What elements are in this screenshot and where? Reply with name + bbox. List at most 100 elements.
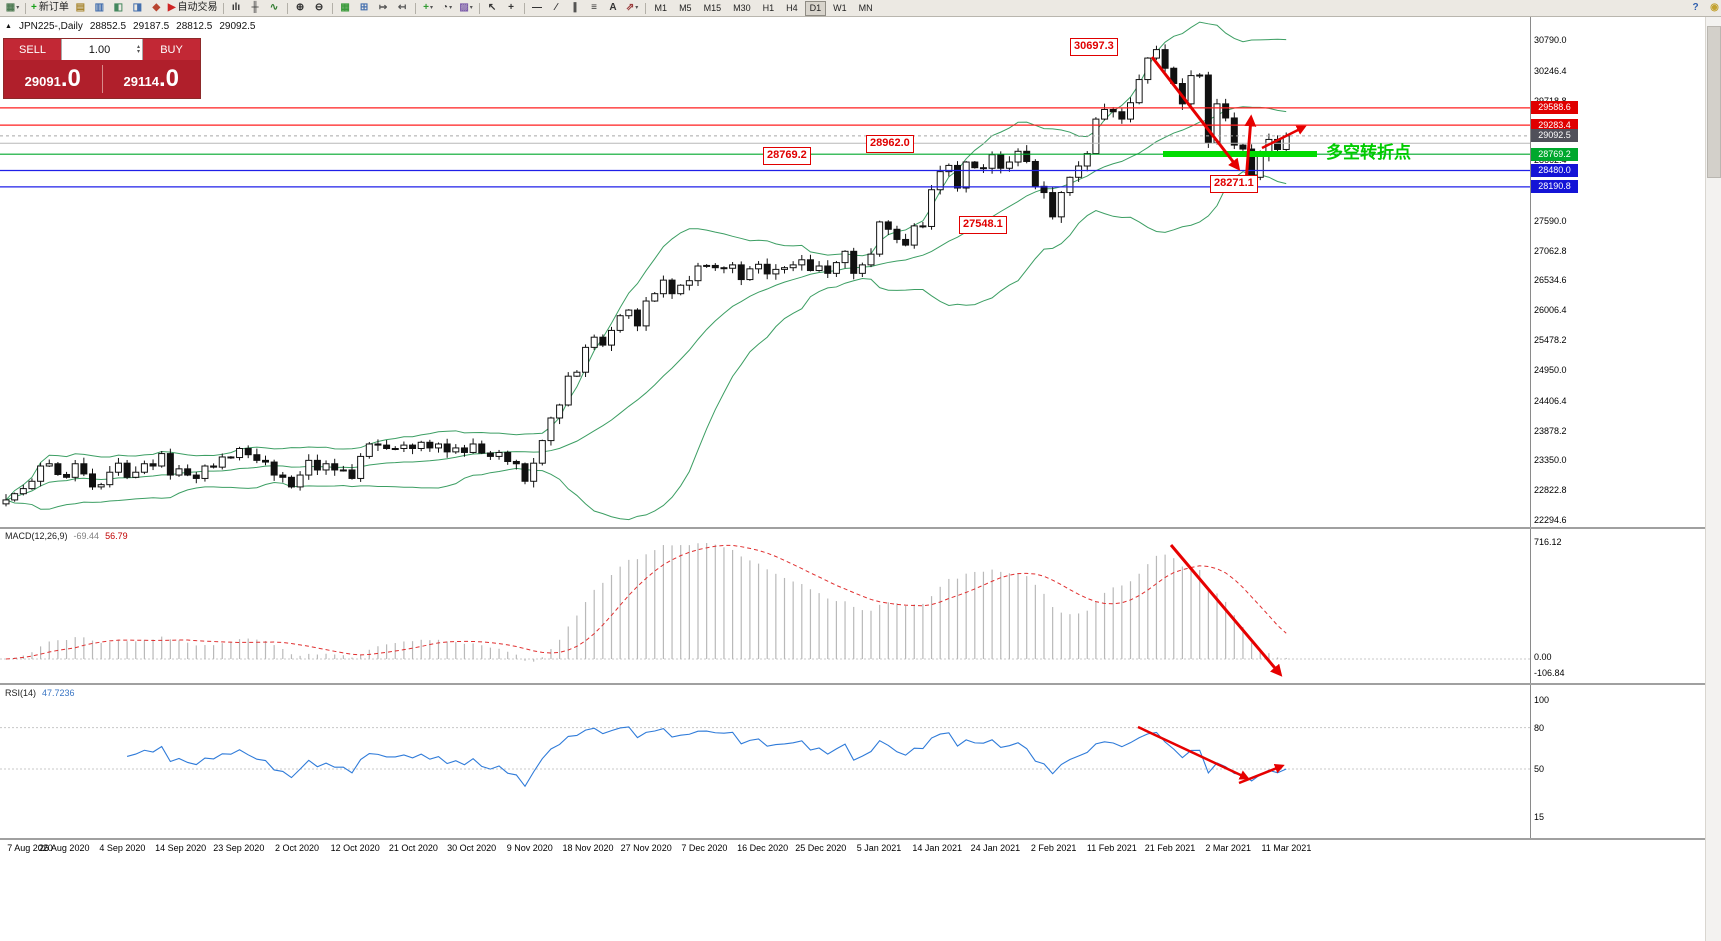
sell-button[interactable]: SELL (4, 39, 61, 60)
profiles-icon[interactable]: ▤ (71, 1, 90, 15)
cursor-icon[interactable]: ↖ (483, 1, 502, 15)
auto-trading-button[interactable]: ▶ 自动交易 (166, 1, 220, 15)
date-label: 7 Dec 2020 (681, 843, 728, 853)
price-callout-30697.3[interactable]: 30697.3 (1070, 38, 1118, 56)
navigator-icon[interactable]: ◧ (109, 1, 128, 15)
help-icon[interactable]: ? (1686, 1, 1705, 15)
horizontal-line-icon-glyph: — (532, 2, 543, 13)
rsi-trend-arrow-2[interactable] (1238, 763, 1285, 785)
timeframe-button-m1[interactable]: M1 (654, 2, 668, 13)
vertical-scrollbar[interactable] (1705, 16, 1721, 941)
trend-arrow-3[interactable] (1261, 125, 1307, 150)
price-axis-tick: 22822.8 (1534, 485, 1567, 496)
crosshair-icon[interactable]: + (502, 1, 521, 15)
volume-spinner[interactable]: ▴ ▾ (136, 44, 142, 55)
terminal-icon[interactable]: ◨ (128, 1, 147, 15)
new-chart-icon[interactable]: ▦ ▾ (3, 1, 22, 15)
chart-shift-icon[interactable]: ↤ (393, 1, 412, 15)
rsi-panel[interactable] (0, 726, 1530, 788)
timeframe-button-h1[interactable]: H1 (762, 2, 775, 13)
price-axis-tick: 29718.8 (1534, 96, 1567, 106)
rsi-value: 47.7236 (42, 688, 75, 698)
grid-icon[interactable]: ▦ (336, 1, 355, 15)
splitter-macd-rsi[interactable] (0, 683, 1721, 685)
macd-panel[interactable] (0, 543, 1530, 662)
toolbar-separator (523, 2, 525, 14)
tile-windows-icon[interactable]: ⊞ (355, 1, 374, 15)
spinner-down-icon[interactable]: ▾ (136, 48, 140, 55)
sell-price[interactable]: 29091 .0 (4, 65, 102, 93)
fibonacci-icon[interactable]: ≡ (585, 1, 604, 15)
macd-value-main: -69.44 (73, 531, 100, 541)
zoom-in-icon-glyph: ⊕ (295, 2, 305, 13)
timeframe-button-m5[interactable]: M5 (679, 2, 692, 13)
trend-arrow-2[interactable] (1244, 114, 1257, 183)
timeframe-button-mn[interactable]: MN (858, 2, 873, 13)
support-highlight-segment[interactable] (1163, 151, 1317, 157)
timeframe-button-w1[interactable]: W1 (833, 2, 847, 13)
splitter-main-macd[interactable] (0, 527, 1721, 529)
date-label: 16 Dec 2020 (737, 843, 789, 853)
price-badge-28480.0: 28480.0 (1531, 164, 1578, 178)
candlestick-series[interactable] (2, 44, 1290, 507)
buy-price-main: 29114 (123, 74, 159, 89)
line-chart-icon[interactable]: ∿ (265, 1, 284, 15)
crosshair-icon-glyph: + (508, 2, 514, 13)
price-badge-29283.4: 29283.4 (1531, 118, 1578, 132)
rsi-axis-value: 15 (1534, 812, 1545, 823)
buy-price[interactable]: 29114 .0 (103, 65, 201, 93)
date-label: 26 Aug 2020 (38, 843, 90, 853)
price-callout-28962.0[interactable]: 28962.0 (866, 135, 914, 153)
volume-value: 1.00 (88, 43, 111, 56)
scrollbar-thumb[interactable] (1707, 26, 1721, 178)
price-callout-28271.1[interactable]: 28271.1 (1210, 175, 1258, 193)
macd-value-signal: 56.79 (105, 531, 128, 541)
toolbar-separator (644, 2, 646, 14)
profiles-icon-glyph: ▤ (75, 2, 86, 13)
timeframe-button-h4[interactable]: H4 (786, 2, 798, 13)
timeframe-button-d1[interactable]: D1 (804, 0, 827, 16)
turning-point-annotation[interactable]: 多空转折点 (1326, 143, 1411, 162)
macd-trend-arrow[interactable] (1169, 544, 1283, 677)
community-icon[interactable]: ◉ (1705, 1, 1721, 15)
periods-icon[interactable]: ◔ ▾ (438, 1, 457, 15)
price-axis-tick: 30246.4 (1534, 65, 1567, 76)
text-label-icon[interactable]: A (604, 1, 623, 15)
rsi-name: RSI(14) (5, 688, 37, 698)
arrows-icon[interactable]: ⇗ ▾ (623, 1, 642, 15)
price-callout-27548.1[interactable]: 27548.1 (959, 216, 1007, 234)
zoom-out-icon[interactable]: ⊖ (310, 1, 329, 15)
price-axis-tick: 22294.6 (1534, 514, 1567, 525)
timeframe-button-m15[interactable]: M15 (703, 2, 722, 13)
timeframe-button-m30[interactable]: M30 (733, 2, 751, 13)
date-label: 12 Oct 2020 (330, 843, 380, 853)
trendline-icon-glyph: ∕ (555, 2, 557, 13)
date-label: 11 Feb 2021 (1086, 843, 1137, 853)
new-order-button[interactable]: + 新订单 (29, 1, 71, 15)
auto-scroll-icon[interactable]: ↦ (374, 1, 393, 15)
templates-icon[interactable]: ▨ ▾ (457, 1, 476, 15)
buy-button[interactable]: BUY (143, 39, 200, 60)
trend-arrow-1[interactable] (1150, 56, 1241, 171)
splitter-rsi-dates[interactable] (0, 838, 1721, 840)
indicators-icon[interactable]: + ▾ (419, 1, 438, 15)
price-badge-29092.5: 29092.5 (1531, 129, 1578, 143)
bar-chart-icon[interactable]: ılı (227, 1, 246, 15)
market-watch-icon[interactable]: ▥ (90, 1, 109, 15)
candlestick-chart-icon[interactable]: ╫ (246, 1, 265, 15)
price-callout-28769.2[interactable]: 28769.2 (763, 147, 811, 165)
rsi-trend-arrow-1[interactable] (1137, 725, 1250, 780)
trendline-icon[interactable]: ∕ (547, 1, 566, 15)
fibonacci-icon-glyph: ≡ (591, 2, 597, 13)
terminal-icon-glyph: ◨ (132, 2, 143, 13)
horizontal-line-icon[interactable]: — (528, 1, 547, 15)
strategy-tester-icon[interactable]: ◆ (147, 1, 166, 15)
toolbar-separator (286, 2, 288, 14)
volume-input[interactable]: 1.00 ▴ ▾ (61, 39, 143, 60)
zoom-in-icon[interactable]: ⊕ (291, 1, 310, 15)
rsi-axis-value: 100 (1534, 695, 1550, 705)
main-chart-panel[interactable] (0, 21, 1530, 521)
channel-icon[interactable]: ∥ (566, 1, 585, 15)
